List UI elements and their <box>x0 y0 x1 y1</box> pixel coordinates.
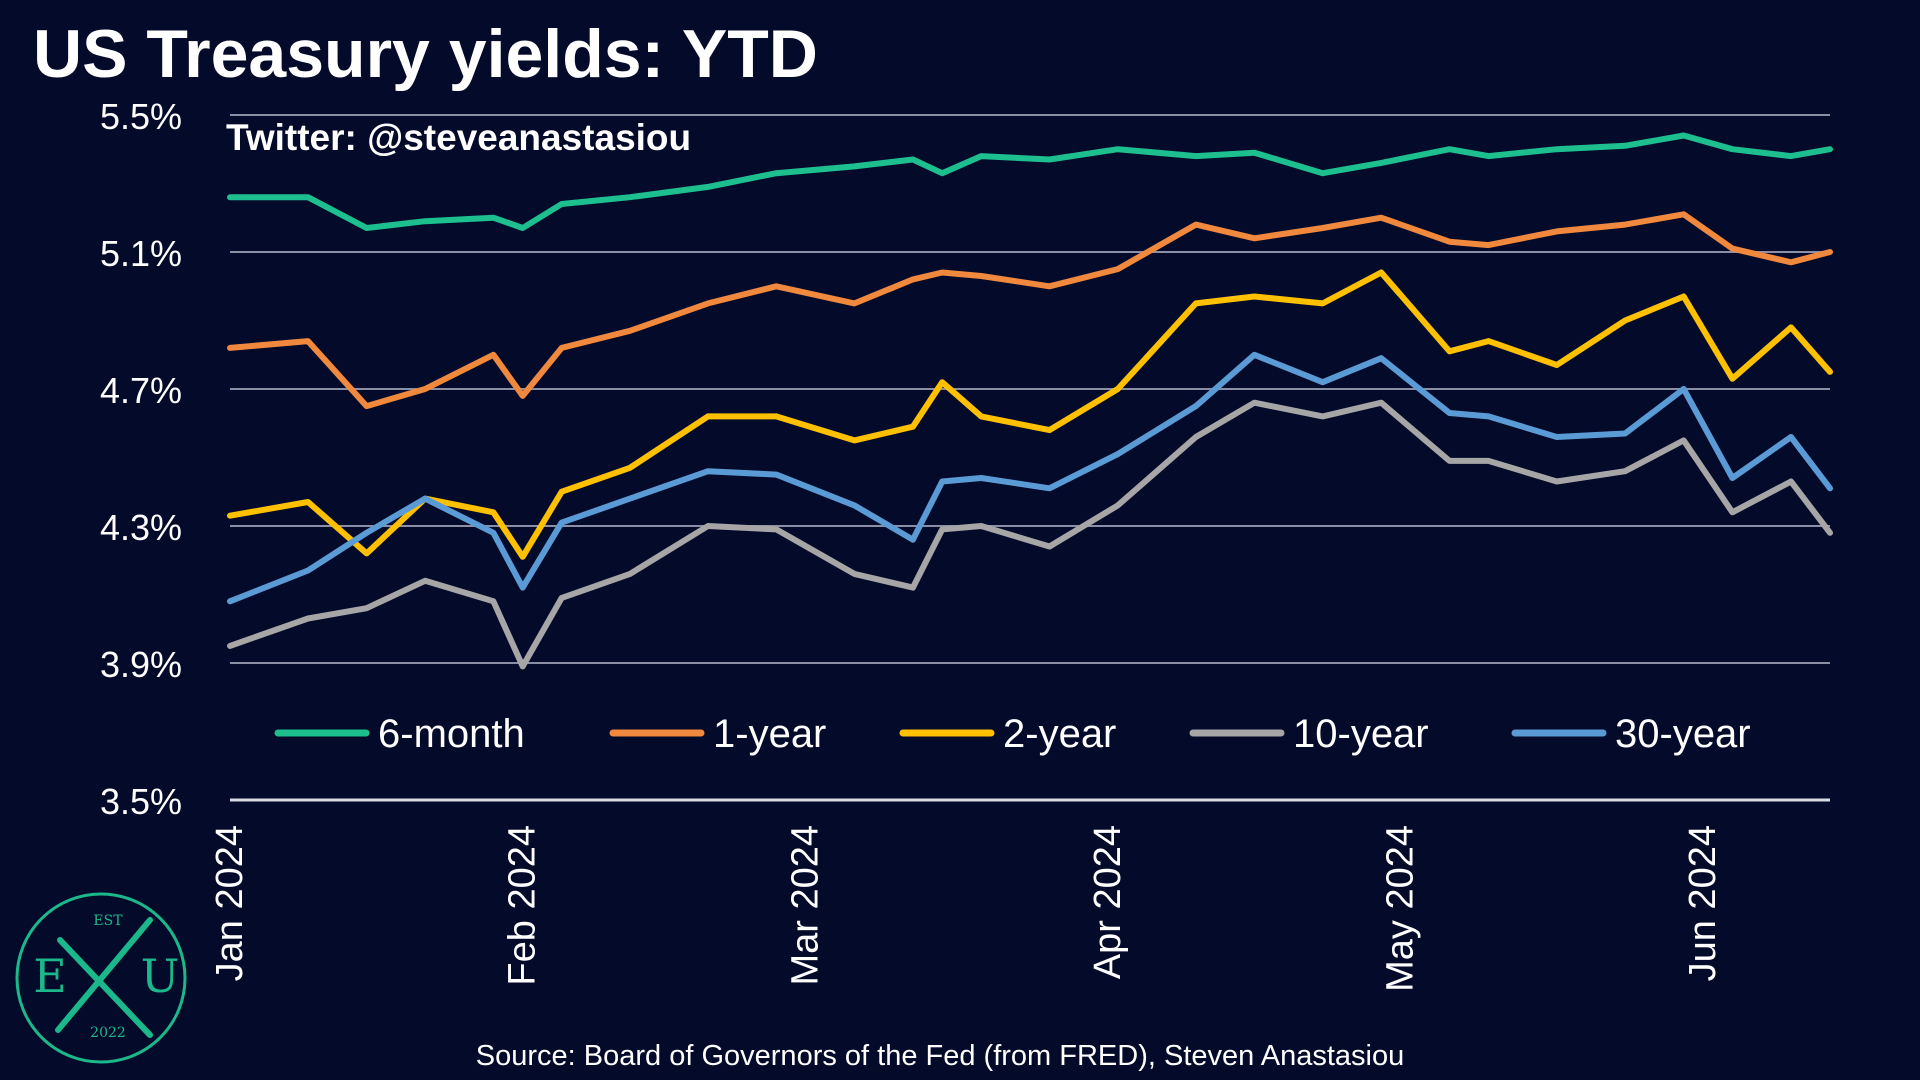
x-tick-label: Jun 2024 <box>1682 825 1724 981</box>
logo-letter-e: E <box>33 949 67 1003</box>
logo: EST E U 2022 <box>15 892 187 1064</box>
series-line-6-month <box>227 132 1833 231</box>
series-line-1-year <box>227 211 1833 410</box>
legend: 6-month 1-year 2-year 10-year 30-year <box>274 712 1751 756</box>
y-tick-label: 3.9% <box>100 644 182 685</box>
x-tick-label: Feb 2024 <box>502 825 544 986</box>
logo-ring <box>15 892 187 1064</box>
grid-lines <box>230 114 1830 802</box>
logo-bottom-text: 2022 <box>90 1025 126 1041</box>
series-line-30-year <box>227 351 1833 605</box>
logo-letter-u: U <box>141 949 180 1003</box>
legend-label: 10-year <box>1293 712 1429 756</box>
twitter-watermark: Twitter: @steveanastasiou <box>226 117 691 158</box>
x-tick-label: Jan 2024 <box>209 825 251 981</box>
x-axis-tick-labels: Jan 2024 Feb 2024 Mar 2024 Apr 2024 May 2024… <box>209 825 1724 992</box>
logo-cross-stroke-b <box>55 917 153 1033</box>
series-line-2-year <box>227 269 1833 560</box>
legend-label: 1-year <box>713 712 826 756</box>
source-note: Source: Board of Governors of the Fed (f… <box>476 1040 1404 1072</box>
y-tick-label: 5.1% <box>100 233 182 274</box>
x-tick-label: Apr 2024 <box>1087 825 1129 979</box>
legend-label: 30-year <box>1615 712 1751 756</box>
x-tick-label: May 2024 <box>1380 825 1422 992</box>
x-tick-label: Mar 2024 <box>785 825 827 986</box>
series-lines <box>227 132 1833 670</box>
logo-top-text: EST <box>93 913 123 929</box>
y-axis-tick-labels: 3.5% 3.9% 4.3% 4.7% 5.1% 5.5% <box>100 96 182 822</box>
series-line-10-year <box>227 399 1833 670</box>
y-tick-label: 5.5% <box>100 96 182 137</box>
logo-cross-stroke-a <box>57 937 153 1038</box>
y-tick-label: 4.7% <box>100 370 182 411</box>
y-tick-label: 4.3% <box>100 507 182 548</box>
chart-title: US Treasury yields: YTD <box>33 16 818 92</box>
legend-label: 2-year <box>1003 712 1116 756</box>
legend-label: 6-month <box>378 712 525 756</box>
y-tick-label: 3.5% <box>100 781 182 822</box>
